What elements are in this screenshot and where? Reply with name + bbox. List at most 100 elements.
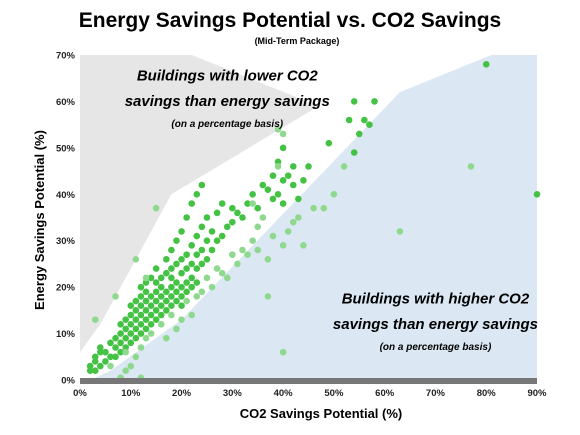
data-point — [178, 293, 185, 300]
data-point — [279, 200, 287, 207]
data-point — [259, 214, 267, 221]
data-point — [132, 307, 140, 314]
data-point — [147, 274, 155, 282]
data-point — [91, 358, 99, 365]
data-point — [274, 158, 282, 166]
data-point — [188, 242, 196, 249]
data-point — [147, 302, 155, 310]
x-tick-label: 20% — [172, 388, 192, 399]
data-point — [295, 214, 302, 221]
annotation-text: (on a percentage basis) — [171, 119, 283, 130]
data-point — [183, 214, 190, 221]
data-point — [300, 242, 307, 249]
data-point — [132, 297, 140, 305]
data-point — [152, 288, 160, 296]
x-tick-label: 50% — [324, 388, 344, 399]
data-point — [97, 348, 104, 356]
data-point — [178, 316, 185, 323]
data-point — [122, 348, 129, 356]
x-tick-label: 40% — [274, 388, 294, 399]
data-point — [142, 279, 150, 286]
data-point — [157, 274, 165, 282]
data-point — [269, 172, 277, 180]
data-point — [168, 311, 175, 319]
data-point — [173, 260, 180, 268]
lower-region-shading — [90, 55, 537, 380]
data-point — [198, 246, 206, 254]
data-point — [183, 251, 190, 258]
data-point — [320, 204, 328, 212]
data-point — [223, 274, 231, 282]
data-point — [122, 344, 129, 351]
data-point — [112, 344, 119, 351]
x-tick-label: 60% — [375, 388, 395, 399]
data-point — [137, 320, 145, 328]
region-annotations: Buildings with lower CO2 savings than ene… — [125, 68, 538, 353]
data-point — [218, 232, 226, 240]
data-point — [117, 320, 124, 328]
data-point — [157, 311, 165, 319]
y-tick-label: 30% — [56, 236, 76, 247]
data-point — [107, 339, 114, 347]
data-point — [163, 334, 170, 342]
data-point — [289, 163, 297, 170]
data-point — [157, 302, 165, 310]
data-point — [142, 297, 150, 305]
data-point — [279, 130, 287, 138]
data-point — [157, 320, 165, 328]
data-point — [112, 353, 119, 361]
data-point — [264, 186, 272, 193]
data-point — [264, 255, 272, 263]
data-point — [208, 246, 216, 254]
data-point — [218, 269, 226, 277]
data-point — [127, 320, 135, 328]
data-point — [289, 181, 297, 189]
data-point — [173, 325, 180, 333]
data-point — [198, 288, 206, 296]
data-point — [350, 149, 358, 156]
annotation-text: savings than energy savings — [333, 316, 538, 333]
data-point — [239, 214, 246, 221]
data-point — [112, 293, 119, 300]
data-point — [152, 316, 160, 323]
data-point — [102, 348, 109, 356]
data-point — [152, 307, 160, 314]
data-point — [259, 181, 267, 189]
chart-title: Energy Savings Potential vs. CO2 Savings — [79, 9, 501, 32]
data-point — [142, 334, 150, 342]
data-point — [188, 311, 196, 319]
data-point — [188, 283, 196, 291]
data-point — [264, 293, 272, 300]
data-point — [350, 98, 358, 105]
data-point — [284, 172, 292, 180]
x-tick-label: 70% — [426, 388, 446, 399]
annotation-text: savings than energy savings — [125, 93, 330, 110]
x-axis-bar — [80, 378, 537, 384]
data-point — [163, 269, 170, 277]
data-point — [86, 362, 94, 370]
data-point — [249, 190, 256, 198]
data-point — [183, 288, 190, 296]
data-point — [157, 293, 165, 300]
data-point — [289, 218, 297, 226]
data-point — [173, 288, 180, 296]
data-point — [173, 237, 180, 245]
data-point — [178, 269, 185, 277]
data-point — [213, 237, 221, 245]
data-point — [249, 237, 256, 245]
data-point — [330, 190, 338, 198]
data-point — [239, 246, 246, 254]
upper-region-shading — [80, 55, 319, 353]
data-point — [223, 223, 231, 231]
data-point — [234, 209, 241, 217]
data-point — [300, 177, 307, 184]
data-point — [132, 325, 140, 333]
data-point — [188, 274, 196, 282]
data-point — [178, 255, 185, 263]
data-point — [127, 330, 135, 337]
data-point — [193, 251, 201, 258]
x-tick-label: 10% — [121, 388, 141, 399]
data-point — [163, 297, 170, 305]
data-point — [249, 200, 256, 207]
data-point — [218, 200, 226, 207]
